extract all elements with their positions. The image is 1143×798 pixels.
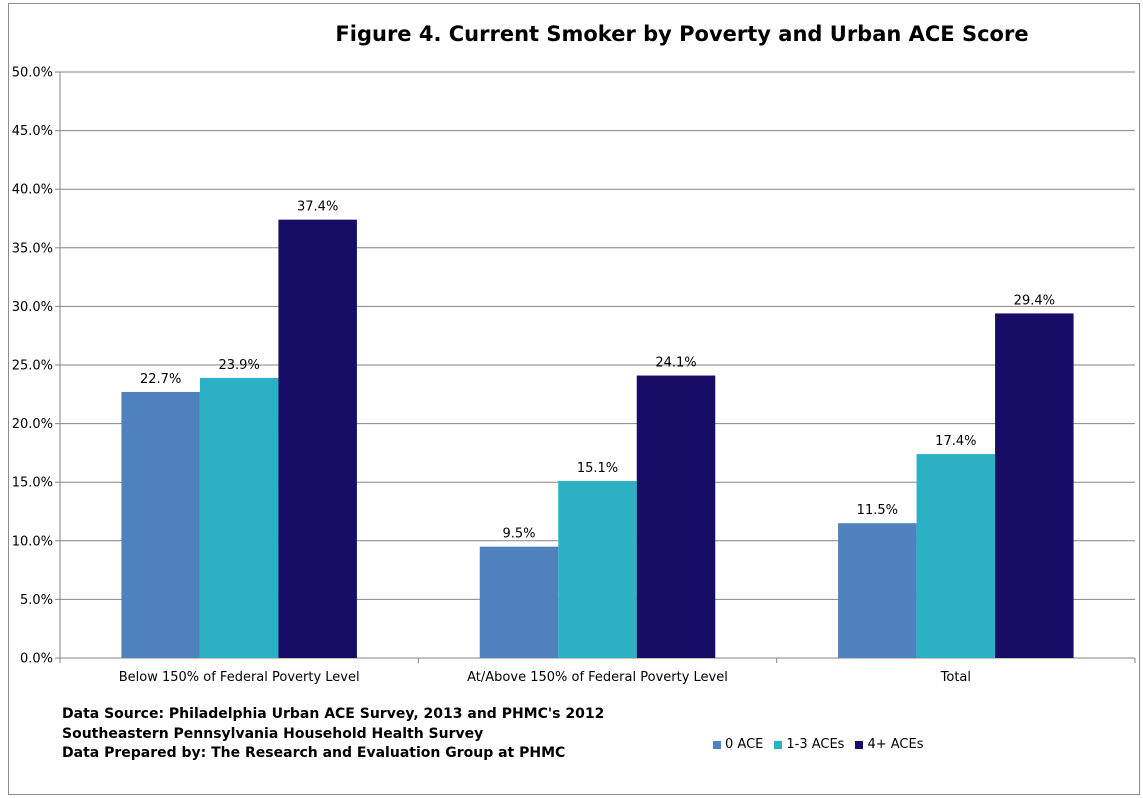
y-tick-label: 20.0% (12, 417, 53, 432)
y-tick-label: 10.0% (12, 534, 53, 549)
bar-data-label: 29.4% (1014, 293, 1055, 308)
bar (199, 377, 279, 658)
legend-item-4plus-aces: 4+ ACEs (855, 737, 923, 752)
y-tick-label: 35.0% (12, 241, 53, 256)
x-tick-label: Below 150% of Federal Poverty Level (119, 670, 360, 685)
bar (916, 454, 996, 658)
legend-swatch (713, 740, 721, 749)
y-tick-label: 50.0% (12, 66, 53, 81)
bar-data-label: 17.4% (935, 434, 976, 449)
legend-item-1-3-aces: 1-3 ACEs (774, 737, 844, 752)
bar-data-label: 23.9% (219, 358, 260, 373)
bar (838, 523, 917, 658)
legend-label: 4+ ACEs (867, 737, 924, 752)
bar-data-label: 22.7% (140, 372, 181, 387)
y-tick-label: 30.0% (12, 300, 53, 315)
source-line: Data Prepared by: The Research and Evalu… (62, 745, 566, 761)
legend: 0 ACE 1-3 ACEs 4+ ACEs (713, 737, 934, 752)
bar (479, 546, 559, 658)
bar-data-label: 37.4% (297, 200, 338, 215)
bar (121, 391, 200, 658)
bar (558, 481, 637, 658)
y-tick-label: 5.0% (20, 593, 53, 608)
x-tick-label: Total (940, 670, 971, 685)
bar-data-label: 9.5% (502, 527, 535, 542)
legend-swatch (855, 740, 864, 749)
data-source-note: Data Source: Philadelphia Urban ACE Surv… (62, 705, 604, 764)
x-tick-label: At/Above 150% of Federal Poverty Level (467, 670, 728, 685)
bar (995, 313, 1074, 658)
source-line: Data Source: Philadelphia Urban ACE Surv… (62, 706, 605, 722)
legend-swatch (774, 740, 783, 749)
legend-label: 1-3 ACEs (786, 737, 845, 752)
y-tick-label: 25.0% (12, 359, 53, 374)
y-tick-label: 15.0% (12, 476, 53, 491)
bar (636, 375, 716, 658)
bar-data-label: 11.5% (857, 503, 898, 518)
y-tick-label: 0.0% (20, 652, 53, 667)
legend-item-0-ace: 0 ACE (713, 737, 763, 752)
chart-title: Figure 4. Current Smoker by Poverty and … (335, 22, 1029, 46)
bar (278, 219, 357, 658)
bar-data-label: 24.1% (655, 356, 696, 371)
y-tick-label: 40.0% (12, 183, 53, 198)
legend-label: 0 ACE (725, 737, 764, 752)
source-line: Southeastern Pennsylvania Household Heal… (62, 725, 484, 742)
y-tick-label: 45.0% (12, 124, 53, 139)
bar-data-label: 15.1% (577, 461, 618, 476)
